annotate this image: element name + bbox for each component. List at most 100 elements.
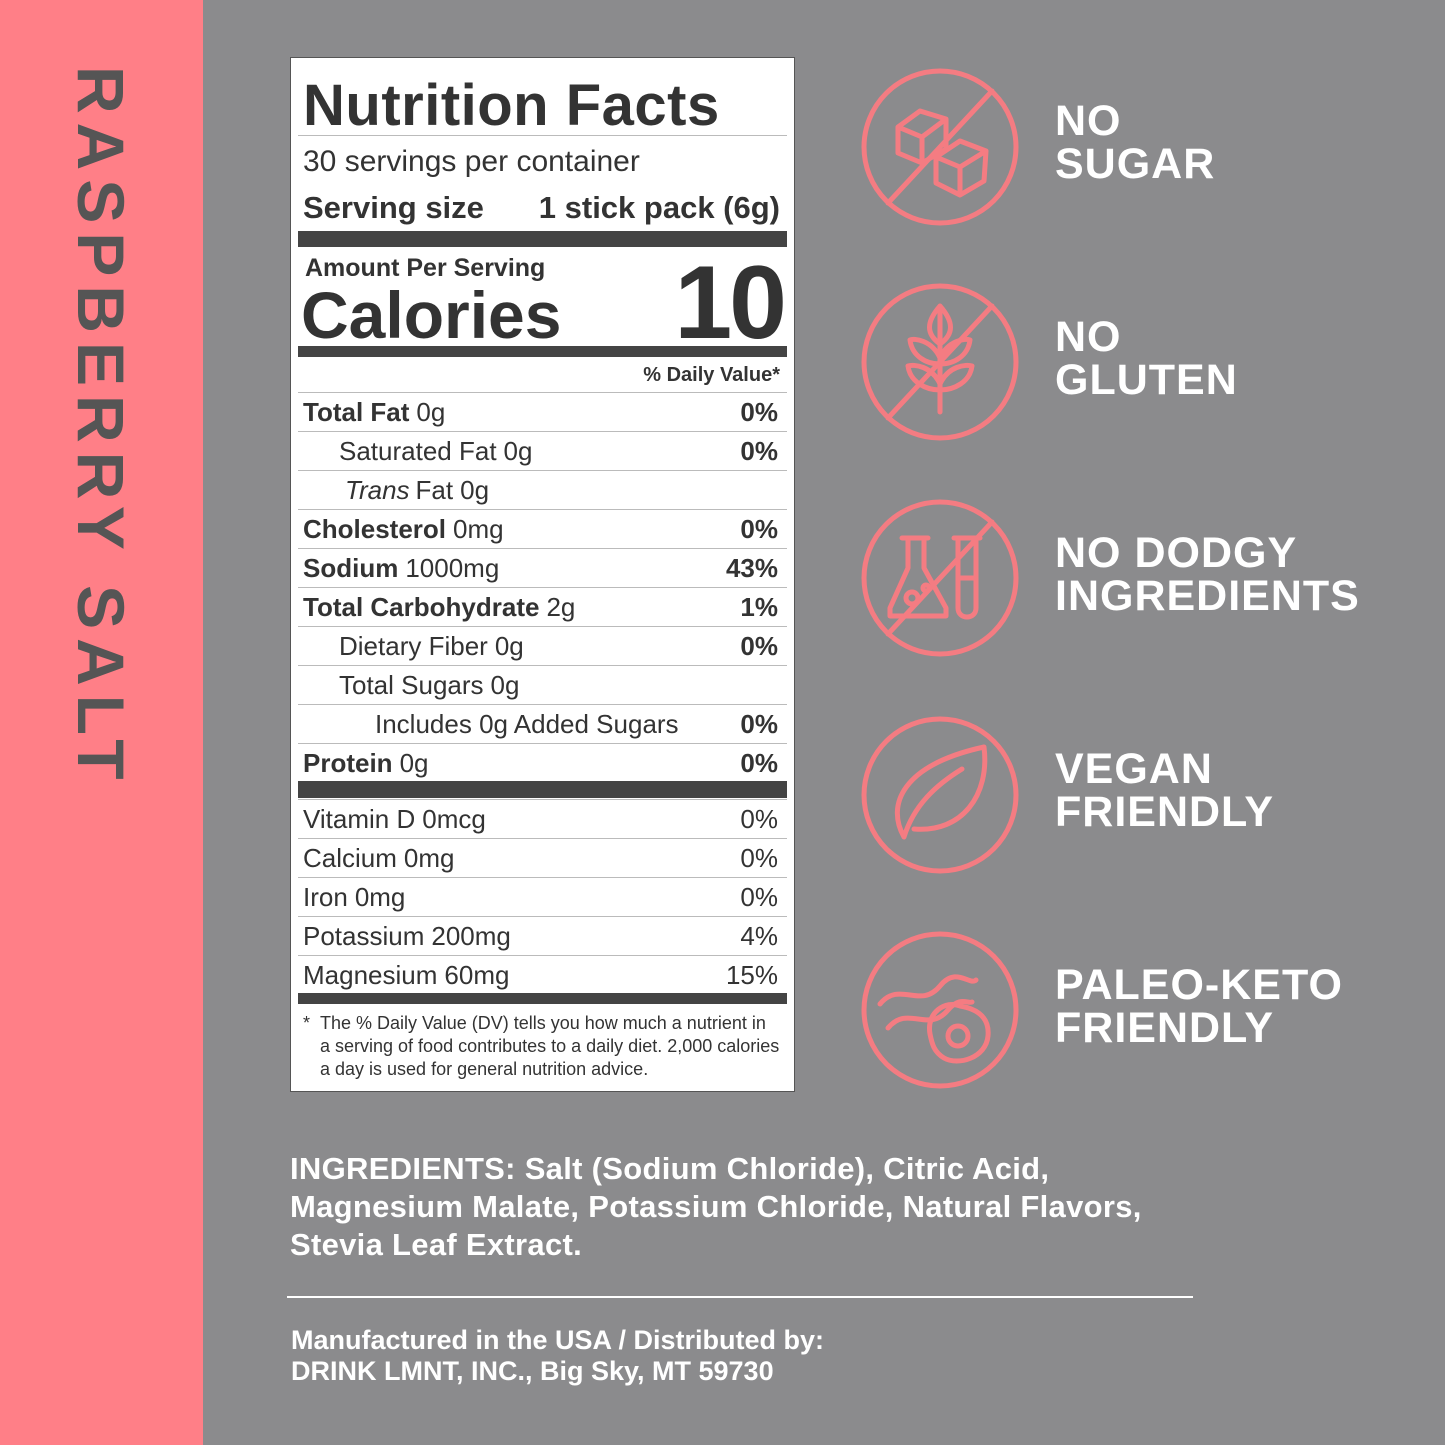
rule <box>298 626 787 627</box>
nutrient-dv: 0% <box>740 843 778 873</box>
icon-no-sugar <box>861 68 1019 226</box>
nutrient-amount: 0g <box>460 475 490 505</box>
nutrient-dv: 0% <box>740 397 778 427</box>
rule <box>298 135 787 136</box>
nutrient-amount: 2g <box>546 592 576 622</box>
nutrient-amount: 0g <box>494 631 524 661</box>
ingredients: INGREDIENTS: Salt (Sodium Chloride), Cit… <box>290 1150 1210 1264</box>
nutrient-name: Potassium <box>303 921 425 951</box>
calories-label: Calories <box>301 278 562 352</box>
nutrient-row: Protein 0g <box>303 748 429 779</box>
nutrient-name: Total Fat <box>303 397 410 427</box>
nutrient-dv: 43% <box>725 553 778 583</box>
nutrition-panel: Nutrition Facts 30 servings per container… <box>290 57 795 1092</box>
nutrient-amount: 0g <box>503 436 533 466</box>
nutrient-name: Magnesium <box>303 960 438 990</box>
nutrient-name: Total Carbohydrate <box>303 592 540 622</box>
nutrient-dv: 4% <box>740 921 778 951</box>
rule <box>298 392 787 393</box>
claim-line: NO <box>1055 313 1122 361</box>
nutrient-dv: 0% <box>740 709 778 739</box>
dv-header: % Daily Value* <box>643 364 780 386</box>
nutrient-row: Saturated Fat 0g <box>339 436 532 467</box>
ingredients-text: Salt (Sodium Chloride), Citric Acid, Mag… <box>290 1151 1142 1262</box>
nutrient-row: Cholesterol 0mg <box>303 514 504 545</box>
icon-no-gluten <box>861 283 1019 441</box>
claim-line: FRIENDLY <box>1055 1004 1275 1052</box>
nutrient-row: Trans Fat 0g <box>345 475 489 506</box>
nutrient-name: Fat <box>415 475 454 505</box>
claim-icons <box>861 68 1019 1089</box>
calories-value: 10 <box>674 245 787 361</box>
icon-vegan <box>861 716 1019 874</box>
nutrient-name: Dietary Fiber <box>339 631 488 661</box>
rule <box>298 955 787 956</box>
nutrient-row: Iron 0mg <box>303 882 405 913</box>
amount-per-serving: Amount Per Serving <box>305 254 546 282</box>
nutrient-amount: 0mg <box>354 882 406 912</box>
manufacturer-line: Manufactured in the USA / Distributed by… <box>291 1325 825 1355</box>
panel-title: Nutrition Facts <box>303 73 720 138</box>
nutrient-amount: 200mg <box>431 921 511 951</box>
nutrient-row: Total Sugars 0g <box>339 670 519 701</box>
nutrient-amount: 0g <box>490 670 520 700</box>
claim-line: PALEO-KETO <box>1055 961 1343 1009</box>
nutrient-row: Total Fat 0g <box>303 397 445 428</box>
serving-size-label: Serving size <box>303 190 484 225</box>
thick-bar <box>298 231 787 247</box>
nutrient-amount: 0mcg <box>422 804 486 834</box>
ingredients-label: INGREDIENTS: <box>290 1151 516 1186</box>
nutrient-name: Cholesterol <box>303 514 447 544</box>
claim-line: SUGAR <box>1055 140 1216 188</box>
nutrient-name-italic: Trans <box>345 475 410 505</box>
nutrient-dv: 1% <box>740 592 778 622</box>
manufacturer-line: DRINK LMNT, INC., Big Sky, MT 59730 <box>291 1356 774 1386</box>
nutrient-dv: 0% <box>740 748 778 778</box>
rule <box>298 665 787 666</box>
nutrient-dv: 0% <box>740 631 778 661</box>
claim-line: GLUTEN <box>1055 356 1238 404</box>
rule <box>298 916 787 917</box>
nutrient-amount: 0g <box>416 397 446 427</box>
rule <box>298 877 787 878</box>
nutrient-dv: 15% <box>725 960 778 990</box>
nutrient-amount: 60mg <box>444 960 510 990</box>
nutrient-amount: 0mg <box>453 514 504 544</box>
nutrient-name: Vitamin D <box>303 804 416 834</box>
nutrient-dv: 0% <box>740 436 778 466</box>
nutrient-dv: 0% <box>740 882 778 912</box>
nutrient-row: Sodium 1000mg <box>303 553 499 584</box>
nutrient-amount: 0g <box>399 748 429 778</box>
icon-paleo-keto <box>861 931 1019 1089</box>
thick-bar <box>298 346 787 357</box>
nutrient-amount: 0mg <box>403 843 455 873</box>
nutrient-name: Calcium <box>303 843 397 873</box>
claim-line: VEGAN <box>1055 745 1213 793</box>
rule <box>298 470 787 471</box>
claim-line: INGREDIENTS <box>1055 572 1360 620</box>
claim-line: FRIENDLY <box>1055 788 1275 836</box>
claim-line: NO <box>1055 97 1122 145</box>
nutrient-name: Sodium <box>303 553 399 583</box>
nutrient-name: Iron <box>303 882 348 912</box>
nutrient-name: Includes 0g Added Sugars <box>375 709 679 739</box>
nutrient-name: Saturated Fat <box>339 436 497 466</box>
nutrient-dv: 0% <box>740 514 778 544</box>
thick-bar <box>298 993 787 1004</box>
nutrient-row: Potassium 200mg <box>303 921 511 952</box>
icon-no-dodgy-ingredients <box>861 499 1019 657</box>
nutrient-dv: 0% <box>740 804 778 834</box>
rule <box>298 704 787 705</box>
rule <box>298 587 787 588</box>
nutrient-row: Includes 0g Added Sugars <box>375 709 686 740</box>
thick-bar <box>298 781 787 798</box>
nutrient-name: Total Sugars <box>339 670 484 700</box>
claim-line: NO DODGY <box>1055 529 1298 577</box>
nutrient-row: Vitamin D 0mcg <box>303 804 486 835</box>
nutrient-name: Protein <box>303 748 393 778</box>
nutrient-row: Dietary Fiber 0g <box>339 631 524 662</box>
nutrient-row: Calcium 0mg <box>303 843 455 874</box>
rule <box>298 431 787 432</box>
footnote: The % Daily Value (DV) tells you how muc… <box>320 1013 780 1079</box>
